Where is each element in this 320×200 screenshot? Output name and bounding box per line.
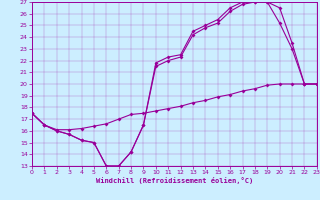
X-axis label: Windchill (Refroidissement éolien,°C): Windchill (Refroidissement éolien,°C) bbox=[96, 177, 253, 184]
